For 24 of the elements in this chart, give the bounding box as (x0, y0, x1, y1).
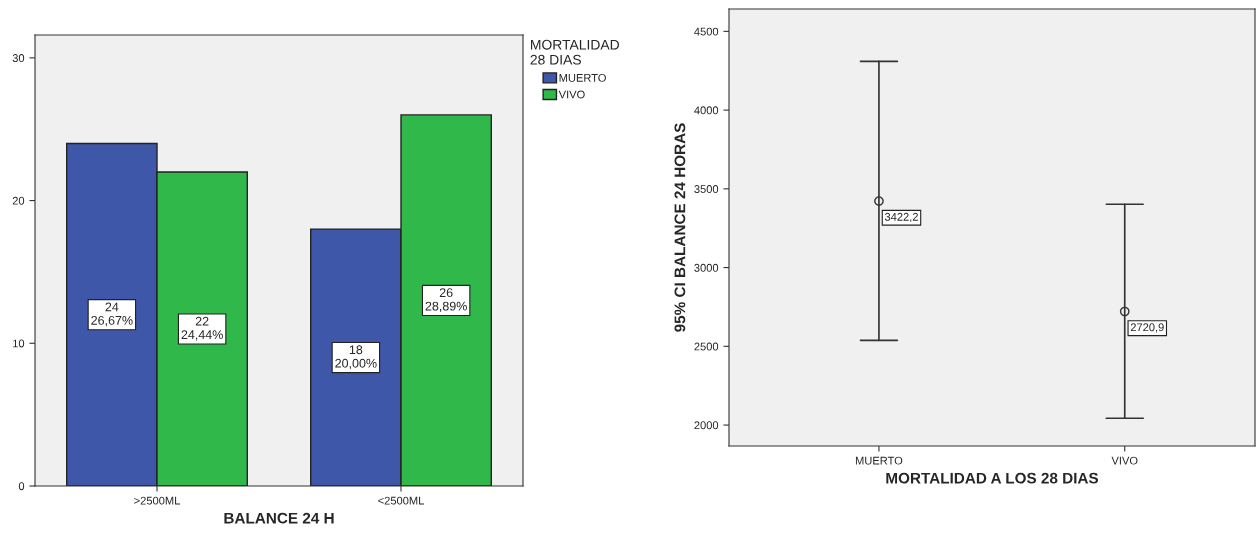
data-label: 18 20,00% (335, 345, 377, 370)
x-tick-label: <2500ML (378, 496, 424, 505)
data-label: 22 24,44% (181, 316, 223, 341)
y-tick-label: 3000 (694, 263, 719, 272)
legend-title: MORTALIDAD 28 DIAS (530, 39, 620, 65)
y-tick-label: 4500 (694, 27, 719, 36)
y-tick-label: 0 (18, 482, 25, 491)
x-axis-title: MORTALIDAD A LOS 28 DIAS (886, 472, 1099, 484)
y-tick-label: 10 (13, 339, 25, 348)
y-tick-label: 2500 (694, 342, 719, 351)
y-axis-title: 95% CI BALANCE 24 HORAS (674, 123, 686, 332)
y-tick-label: 3500 (694, 185, 719, 193)
data-label: 3422,2 (884, 212, 918, 223)
y-tick-label: 30 (12, 54, 25, 62)
legend-label: VIVO (558, 90, 585, 99)
x-axis-title: BALANCE 24 H (224, 512, 334, 524)
y-tick-label: 4000 (694, 106, 719, 115)
y-tick-label: 20 (12, 196, 25, 205)
x-tick-label: >2500ML (134, 496, 180, 505)
y-tick-label: 2000 (694, 421, 719, 430)
data-label: 2720,9 (1130, 323, 1164, 333)
legend-label: MUERTO (559, 73, 606, 82)
data-label: 24 26,67% (91, 302, 133, 327)
data-label: 26 28,89% (425, 288, 467, 313)
